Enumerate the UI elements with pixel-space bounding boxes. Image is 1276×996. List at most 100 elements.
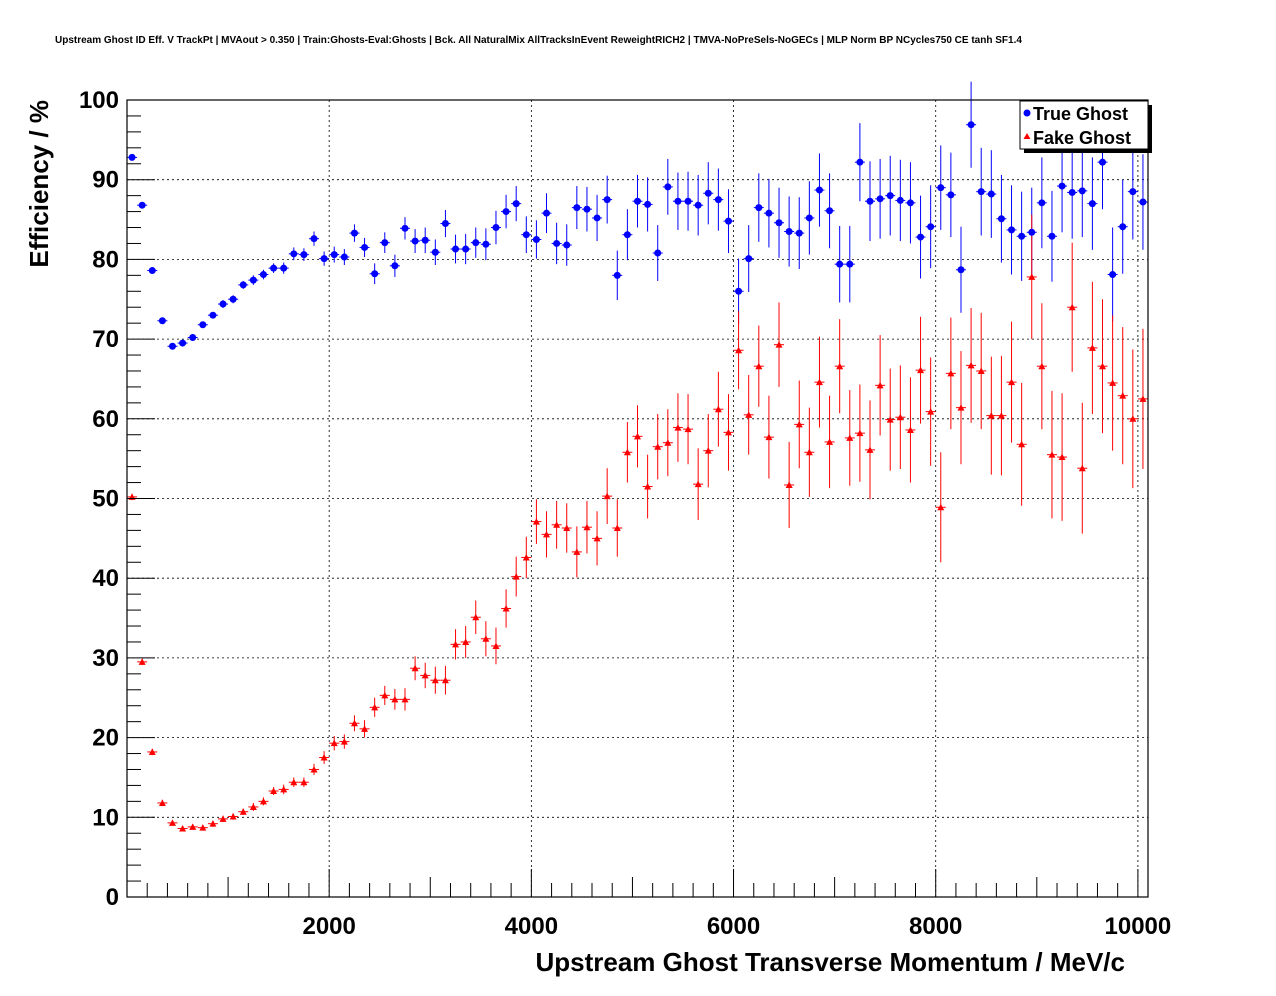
true-ghost-point	[886, 192, 894, 200]
y-tick-label: 30	[92, 645, 119, 672]
true-ghost-point	[179, 339, 187, 347]
true-ghost-point	[128, 153, 136, 161]
true-ghost-point	[1028, 228, 1036, 236]
fake-ghost-point	[795, 420, 803, 428]
true-ghost-point	[664, 183, 672, 191]
true-ghost-point	[452, 245, 460, 253]
fake-ghost-point	[421, 671, 429, 679]
fake-ghost-point	[987, 412, 995, 419]
true-ghost-point	[917, 233, 925, 241]
true-ghost-point	[876, 195, 884, 203]
fake-ghost-point	[148, 748, 156, 755]
fake-ghost-point	[927, 408, 935, 415]
fake-ghost-point	[967, 361, 975, 369]
fake-ghost-point	[532, 518, 540, 525]
fake-ghost-point	[472, 613, 480, 621]
fake-ghost-point	[361, 725, 369, 732]
true-ghost-point	[977, 188, 985, 196]
fake-ghost-point	[138, 658, 146, 665]
true-ghost-point	[158, 317, 166, 325]
x-tick-label: 6000	[707, 913, 760, 940]
y-tick-label: 70	[92, 326, 119, 353]
true-ghost-point	[1139, 198, 1147, 206]
fake-ghost-point	[1119, 392, 1127, 399]
fake-ghost-point	[391, 695, 399, 703]
fake-ghost-point	[896, 413, 904, 421]
fake-ghost-point	[229, 813, 237, 820]
true-ghost-point	[836, 260, 844, 268]
fake-ghost-point	[290, 778, 298, 786]
true-ghost-point	[502, 208, 510, 216]
fake-ghost-point	[350, 719, 358, 727]
fake-ghost-point	[300, 778, 308, 786]
true-ghost-point	[441, 220, 449, 228]
true-ghost-point	[826, 207, 834, 215]
true-ghost-point	[896, 196, 904, 204]
fake-ghost-point	[947, 369, 955, 377]
true-ghost-point	[603, 196, 611, 204]
fake-ghost-point	[209, 820, 217, 827]
fake-ghost-point	[684, 425, 692, 433]
true-ghost-point	[1038, 199, 1046, 207]
true-ghost-point	[714, 196, 722, 204]
true-ghost-point	[148, 267, 156, 275]
true-ghost-point	[239, 281, 247, 289]
true-ghost-point	[361, 243, 369, 251]
fake-ghost-point	[977, 367, 985, 374]
legend-marker-fake-ghost	[1023, 133, 1031, 139]
fake-ghost-point	[492, 642, 500, 649]
fake-ghost-point	[431, 676, 439, 684]
fake-ghost-point	[815, 378, 823, 386]
fake-ghost-point	[573, 548, 581, 555]
x-tick-label: 4000	[505, 913, 558, 940]
fake-ghost-point	[917, 366, 925, 374]
fake-ghost-point	[512, 573, 520, 580]
y-axis-label: Efficiency / %	[24, 100, 54, 268]
legend-label-true-ghost: True Ghost	[1033, 104, 1128, 124]
fake-ghost-point	[775, 341, 783, 348]
true-ghost-point	[937, 184, 945, 192]
fake-ghost-point	[452, 640, 460, 648]
true-ghost-point	[927, 223, 935, 231]
fake-ghost-point	[401, 695, 409, 703]
fake-ghost-point	[613, 524, 621, 531]
fake-ghost-point	[634, 432, 641, 440]
x-tick-label: 2000	[302, 913, 355, 940]
fake-ghost-point	[997, 412, 1005, 419]
fake-ghost-point	[735, 346, 743, 354]
legend-label-fake-ghost: Fake Ghost	[1033, 128, 1131, 148]
true-ghost-point	[785, 228, 793, 236]
legend-marker-true-ghost	[1023, 109, 1031, 117]
fake-ghost-point	[320, 754, 328, 761]
true-ghost-point	[846, 260, 854, 268]
true-ghost-point	[259, 271, 267, 279]
fake-ghost-point	[158, 799, 166, 806]
fake-ghost-point	[1058, 453, 1066, 461]
fake-ghost-point	[714, 405, 722, 413]
true-ghost-point	[431, 248, 439, 256]
fake-ghost-point	[1068, 303, 1076, 311]
true-ghost-point	[1109, 271, 1117, 279]
y-tick-label: 60	[92, 406, 119, 433]
fake-ghost-point	[1129, 415, 1137, 422]
true-ghost-point	[300, 251, 308, 259]
fake-ghost-point	[603, 492, 611, 500]
fake-ghost-point	[785, 481, 793, 488]
fake-ghost-point	[441, 676, 449, 684]
true-ghost-point	[654, 249, 662, 257]
true-ghost-point	[462, 245, 470, 253]
true-ghost-point	[1008, 226, 1016, 234]
true-ghost-point	[553, 239, 561, 247]
true-ghost-point	[219, 300, 227, 308]
true-ghost-point	[775, 219, 783, 227]
y-tick-label: 20	[92, 725, 119, 752]
true-ghost-point	[694, 201, 702, 209]
true-ghost-point	[745, 255, 753, 263]
fake-ghost-point	[249, 803, 257, 810]
true-ghost-point	[563, 241, 571, 249]
fake-ghost-point	[745, 411, 753, 418]
y-tick-label: 40	[92, 565, 119, 592]
true-ghost-point	[967, 121, 975, 129]
true-ghost-point	[583, 205, 591, 213]
